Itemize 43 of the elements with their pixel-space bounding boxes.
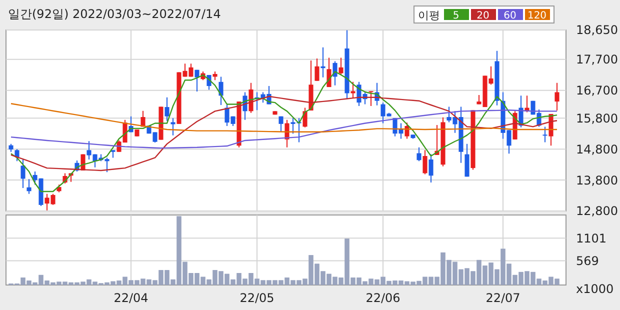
- y-tick-label: 14,800: [576, 142, 618, 156]
- candlestick: [314, 58, 320, 82]
- candlestick: [248, 82, 254, 114]
- candlestick: [422, 150, 428, 175]
- candlestick: [170, 118, 176, 136]
- y-tick-label: 569: [576, 254, 599, 268]
- x-tick-label: 22/07: [486, 291, 520, 305]
- candlestick: [368, 90, 374, 107]
- candlestick: [416, 146, 422, 162]
- y-tick-label: 16,700: [576, 84, 618, 98]
- y-tick-label: 12,800: [576, 204, 618, 218]
- candlestick: [302, 107, 308, 128]
- y-axis-title: x1000: [576, 282, 614, 296]
- candlestick: [542, 126, 548, 143]
- y-tick-label: 18,650: [576, 23, 618, 38]
- candlestick: [278, 116, 284, 132]
- candlestick: [338, 57, 344, 76]
- text: 5: [452, 10, 460, 22]
- x-tick-label: 22/04: [114, 291, 148, 305]
- text: 60: [504, 10, 516, 22]
- candlestick: [350, 81, 356, 99]
- legend-title: 이평: [418, 9, 440, 22]
- candlestick: [14, 148, 20, 162]
- text: 20: [476, 10, 490, 22]
- y-tick-label: 1101: [576, 231, 607, 246]
- y-tick-label: 13,800: [576, 173, 618, 188]
- candlestick: [428, 154, 434, 184]
- candlestick: [332, 60, 338, 86]
- candlestick: [26, 178, 32, 194]
- candlestick: [164, 96, 170, 122]
- text: 120: [527, 10, 547, 22]
- x-tick-label: 22/05: [240, 291, 274, 305]
- candlestick: [20, 158, 26, 189]
- x-tick-label: 22/06: [366, 291, 400, 305]
- candlestick: [194, 69, 200, 92]
- candlestick: [140, 110, 146, 128]
- candlestick: [218, 76, 224, 106]
- chart-title: 일간(92일) 2022/03/03~2022/07/14: [8, 7, 221, 21]
- y-tick-label: 15,800: [576, 111, 618, 126]
- y-tick-label: 17,700: [576, 52, 618, 67]
- candlestick: [554, 82, 560, 112]
- candlestick: [320, 46, 326, 78]
- candlestick: [464, 143, 470, 178]
